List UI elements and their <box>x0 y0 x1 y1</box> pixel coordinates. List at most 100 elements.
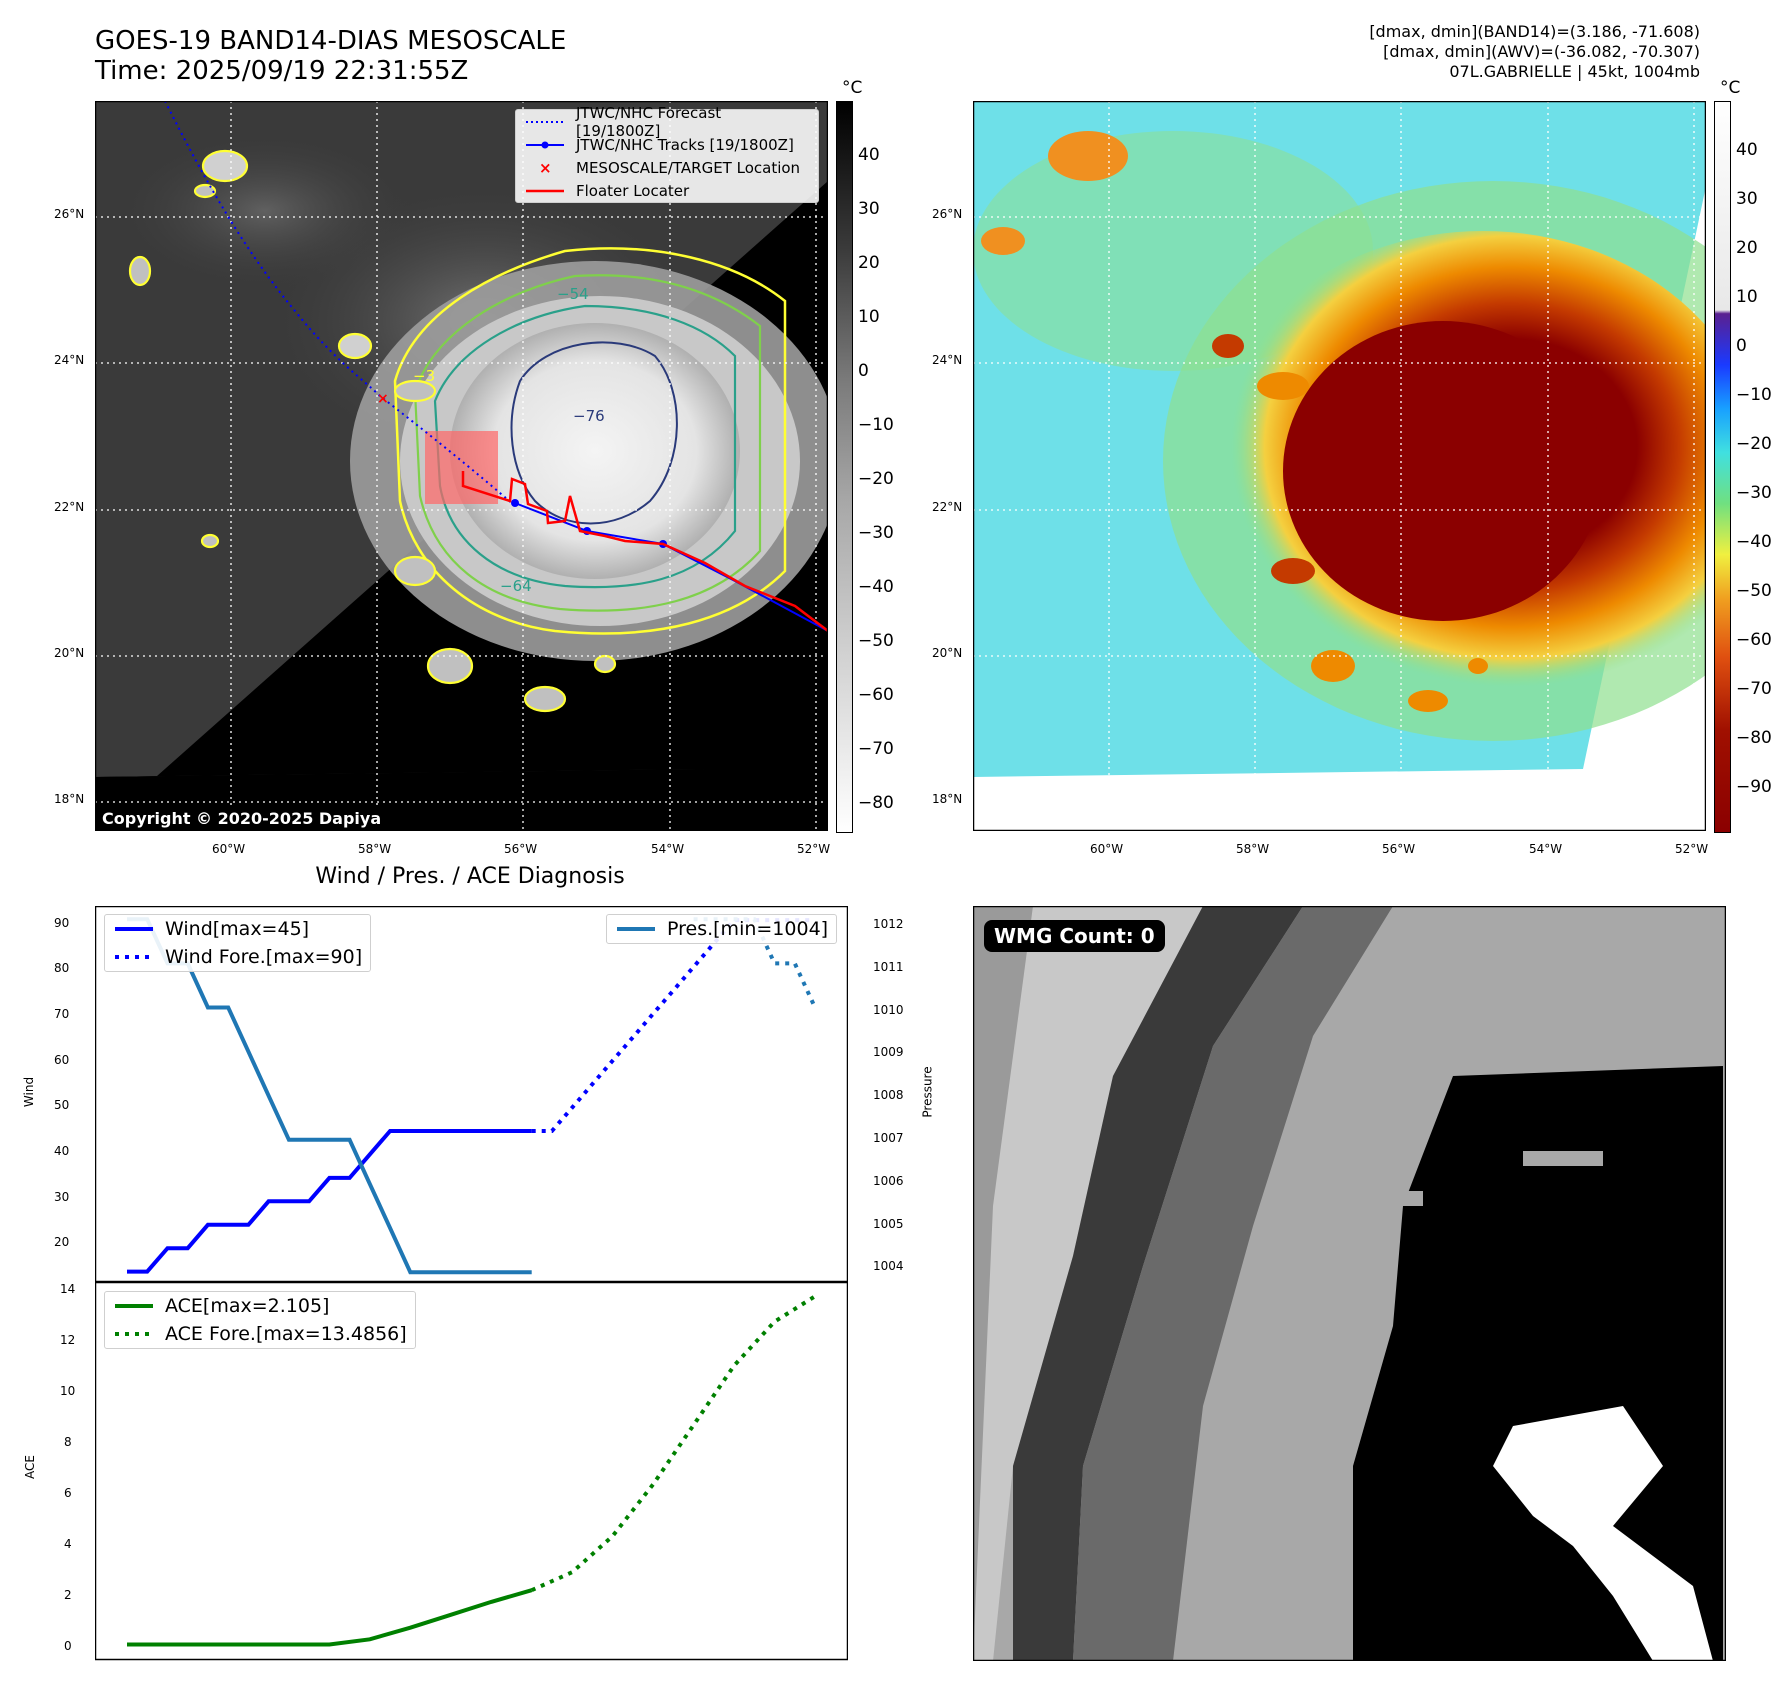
ace-line-0 <box>127 1588 533 1647</box>
floater-swatch <box>524 181 566 201</box>
diagnosis-title: Wind / Pres. / ACE Diagnosis <box>315 864 625 889</box>
lon-tick: 56°W <box>504 842 538 856</box>
wind-tick: 90 <box>54 916 70 930</box>
contour-green <box>413 274 762 612</box>
pres-tick: 1007 <box>873 1131 904 1145</box>
lat-tick: 24°N <box>932 353 963 367</box>
lon-tick: 58°W <box>1236 842 1270 856</box>
title-line1: GOES-19 BAND14-DIAS MESOSCALE <box>95 26 567 56</box>
lon-tick: 54°W <box>1529 842 1563 856</box>
cb-tick: −10 <box>1736 385 1772 405</box>
gray-colorbar <box>836 101 853 833</box>
cb-tick: −80 <box>858 793 894 813</box>
lon-tick: 58°W <box>358 842 392 856</box>
ace-tick: 0 <box>64 1639 72 1653</box>
cb-tick: −40 <box>858 577 894 597</box>
cb-tick: −20 <box>1736 434 1772 454</box>
cb-tick: 20 <box>858 253 880 273</box>
wmg-band-light <box>973 906 1203 1661</box>
color-colorbar <box>1714 101 1731 833</box>
cb-tick: −30 <box>858 523 894 543</box>
cb-tick: 40 <box>1736 140 1758 160</box>
cb-tick: −80 <box>1736 728 1772 748</box>
stats-line2: [dmax, dmin](AWV)=(-36.082, -70.307) <box>1383 42 1700 61</box>
band14-map: × −54 −76 −64 −3 <box>95 101 828 831</box>
awv-map <box>973 101 1706 831</box>
ace-tick: 10 <box>60 1384 76 1398</box>
target-swatch: × <box>524 158 566 178</box>
lat-tick: 20°N <box>54 646 85 660</box>
cb-tick: 40 <box>858 145 880 165</box>
wmg-count-badge: WMG Count: 0 <box>984 920 1165 952</box>
figure-title: GOES-19 BAND14-DIAS MESOSCALE Time: 2025… <box>95 26 566 86</box>
lat-tick: 18°N <box>54 792 85 806</box>
cb-tick: 10 <box>858 307 880 327</box>
tracks-swatch <box>524 135 566 155</box>
ace-legend: ACE[max=2.105] ACE Fore.[max=13.4856] <box>104 1291 416 1349</box>
wmg-white-region <box>1493 1406 1713 1661</box>
cb-tick: 0 <box>1736 336 1747 356</box>
wind-tick: 30 <box>54 1190 70 1204</box>
color-colorbar-unit: °C <box>1720 78 1741 98</box>
lat-tick: 18°N <box>932 792 963 806</box>
cb-tick: −10 <box>858 415 894 435</box>
cb-tick: −70 <box>1736 679 1772 699</box>
legend-tracks-label: JTWC/NHC Tracks [19/1800Z] <box>576 135 794 154</box>
legend-wind-label: Wind[max=45] <box>165 918 310 940</box>
svg-text:×: × <box>539 159 552 177</box>
pres-tick: 1012 <box>873 917 904 931</box>
contour-label-76: −76 <box>573 407 605 425</box>
cb-tick: −60 <box>1736 630 1772 650</box>
pres-tick: 1011 <box>873 960 904 974</box>
legend-pres: Pres.[min=1004] <box>607 915 836 943</box>
wind-tick: 70 <box>54 1007 70 1021</box>
ace-tick: 2 <box>64 1588 72 1602</box>
wmg-black-region <box>1353 1066 1723 1661</box>
ace-tick: 8 <box>64 1435 72 1449</box>
wind-line-0 <box>127 1129 532 1274</box>
legend-floater: Floater Locater <box>516 179 818 202</box>
pres-tick: 1009 <box>873 1045 904 1059</box>
contour-navy <box>510 341 678 525</box>
legend-wind: Wind[max=45] <box>105 915 370 943</box>
legend-forecast: JTWC/NHC Forecast [19/1800Z] <box>516 104 818 140</box>
ace-tick: 14 <box>60 1282 76 1296</box>
pres-tick: 1010 <box>873 1003 904 1017</box>
lat-tick: 20°N <box>932 646 963 660</box>
cb-tick: 20 <box>1736 238 1758 258</box>
cb-tick: −60 <box>858 685 894 705</box>
pres-ylabel: Pressure <box>920 1066 935 1118</box>
wind-fore-swatch <box>113 947 155 967</box>
forecast-track <box>164 101 516 507</box>
legend-ace: ACE[max=2.105] <box>105 1292 415 1320</box>
ace-tick: 12 <box>60 1333 76 1347</box>
contour-label-54: −54 <box>557 285 589 303</box>
cb-tick: −30 <box>1736 483 1772 503</box>
lon-tick: 60°W <box>212 842 246 856</box>
cb-tick: 0 <box>858 361 869 381</box>
lat-tick: 26°N <box>932 207 963 221</box>
cb-tick: 30 <box>858 199 880 219</box>
wind-tick: 40 <box>54 1144 70 1158</box>
lon-tick: 52°W <box>797 842 831 856</box>
cb-tick: −50 <box>1736 581 1772 601</box>
pres-swatch <box>615 919 657 939</box>
lat-tick: 22°N <box>54 500 85 514</box>
contour-yellow <box>393 247 787 635</box>
wind-tick: 80 <box>54 961 70 975</box>
cb-tick: −40 <box>1736 532 1772 552</box>
map-legend: JTWC/NHC Forecast [19/1800Z] JTWC/NHC Tr… <box>515 104 819 203</box>
copyright-text: Copyright © 2020-2025 Dapiya <box>98 808 386 829</box>
wind-ylabel: Wind <box>22 1076 37 1108</box>
ace-swatch <box>113 1296 155 1316</box>
diagnosis-chart <box>95 906 848 1661</box>
floater-box <box>425 431 498 504</box>
ace-tick: 4 <box>64 1537 72 1551</box>
lat-tick: 26°N <box>54 207 85 221</box>
pres-legend: Pres.[min=1004] <box>606 914 838 944</box>
ace-line-1 <box>530 1294 817 1593</box>
legend-pres-label: Pres.[min=1004] <box>667 918 829 940</box>
ace-series-group <box>127 1294 817 1647</box>
legend-target-label: MESOSCALE/TARGET Location <box>576 158 801 177</box>
wmg-band-dark <box>1013 906 1303 1661</box>
